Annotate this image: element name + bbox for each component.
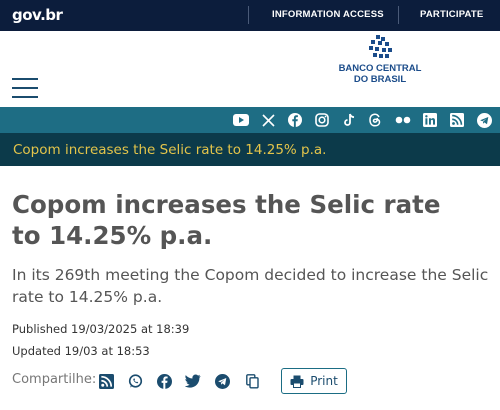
rss-icon[interactable] bbox=[448, 111, 466, 129]
breadcrumb: Copom increases the Selic rate to 14.25%… bbox=[13, 142, 327, 158]
page-subtitle: In its 269th meeting the Copom decided t… bbox=[12, 266, 489, 306]
updated-date: Updated 19/03 at 18:53 bbox=[12, 344, 150, 358]
bcb-emblem-icon bbox=[369, 35, 392, 58]
twitter-icon[interactable] bbox=[184, 372, 202, 390]
divider bbox=[248, 6, 249, 24]
published-date: Published 19/03/2025 at 18:39 bbox=[12, 322, 190, 336]
breadcrumb-bar: Copom increases the Selic rate to 14.25%… bbox=[0, 133, 500, 166]
instagram-icon[interactable] bbox=[313, 111, 331, 129]
govbr-logo[interactable]: gov.br bbox=[12, 6, 63, 24]
page-title: Copom increases the Selic rate to 14.25%… bbox=[12, 190, 441, 250]
org-name-line1: BANCO CENTRAL bbox=[338, 63, 422, 74]
social-media-bar bbox=[0, 107, 500, 133]
org-name-line2: DO BRASIL bbox=[353, 74, 407, 85]
x-icon[interactable] bbox=[259, 111, 277, 129]
print-button[interactable]: Print bbox=[281, 368, 347, 394]
threads-icon[interactable] bbox=[366, 111, 384, 129]
information-access-link[interactable]: INFORMATION ACCESS bbox=[272, 9, 384, 20]
printer-icon bbox=[290, 375, 304, 388]
copy-link-icon[interactable] bbox=[243, 372, 261, 390]
site-header: BANCO CENTRAL DO BRASIL bbox=[0, 31, 500, 107]
menu-icon[interactable] bbox=[12, 78, 38, 98]
flickr-icon[interactable] bbox=[394, 111, 412, 129]
facebook-icon[interactable] bbox=[286, 111, 304, 129]
whatsapp-icon[interactable] bbox=[126, 372, 144, 390]
youtube-icon[interactable] bbox=[232, 111, 250, 129]
tiktok-icon[interactable] bbox=[340, 111, 358, 129]
facebook-icon[interactable] bbox=[155, 372, 173, 390]
banco-central-logo[interactable]: BANCO CENTRAL DO BRASIL bbox=[330, 35, 430, 101]
rss-icon[interactable] bbox=[97, 372, 115, 390]
telegram-icon[interactable] bbox=[475, 111, 493, 129]
telegram-icon[interactable] bbox=[213, 372, 231, 390]
share-label: Compartilhe: bbox=[12, 372, 97, 387]
govbr-top-bar: gov.br INFORMATION ACCESS PARTICIPATE bbox=[0, 0, 500, 31]
print-label: Print bbox=[310, 374, 338, 388]
divider bbox=[398, 6, 399, 24]
linkedin-icon[interactable] bbox=[421, 111, 439, 129]
participate-link[interactable]: PARTICIPATE bbox=[420, 9, 484, 20]
